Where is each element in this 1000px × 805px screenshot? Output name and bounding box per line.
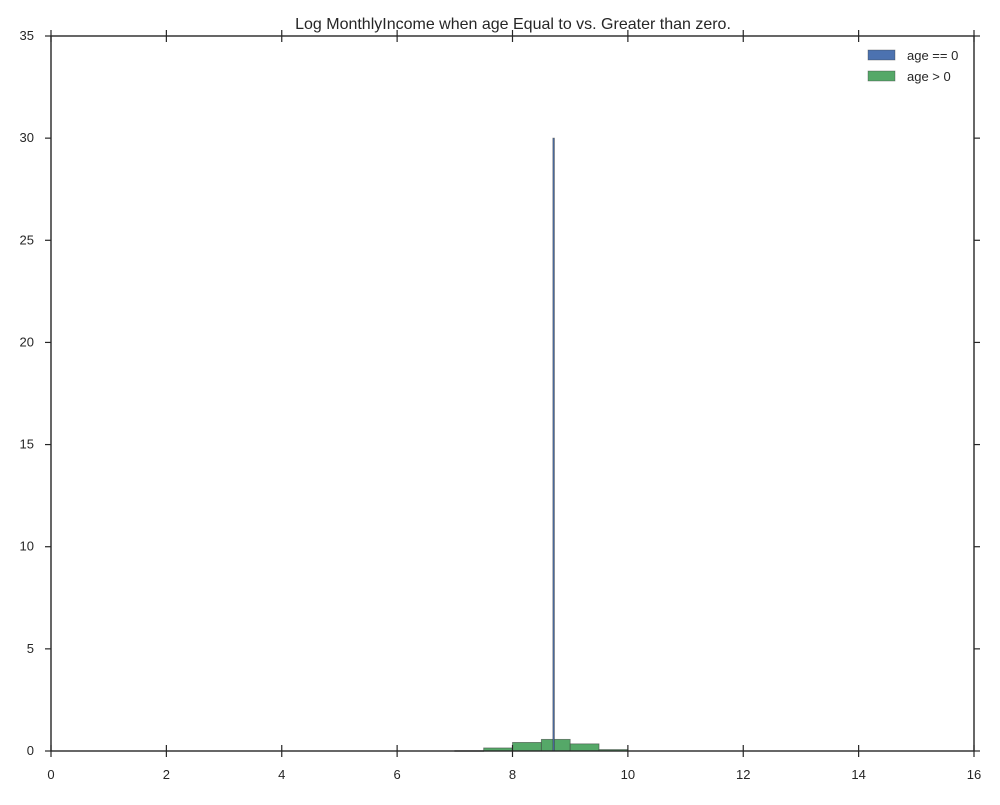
- y-tick-label-3: 15: [20, 437, 34, 452]
- bar-age-0-2: [512, 742, 542, 752]
- y-tick-label-2: 10: [20, 539, 34, 554]
- x-tick-label-1: 2: [163, 767, 170, 782]
- y-tick-label-6: 30: [20, 130, 34, 145]
- y-tick-label-0: 0: [27, 743, 34, 758]
- bar-age-0-0: [552, 137, 555, 752]
- x-tick-label-7: 14: [851, 767, 865, 782]
- x-tick-label-0: 0: [47, 767, 54, 782]
- ticks-group: 0 2 4 6 8 10 12 14 16 0 5 10 15 20 25 30 35: [20, 28, 982, 782]
- legend: age == 0 age > 0: [867, 48, 958, 84]
- legend-label-0: age == 0: [907, 48, 958, 63]
- plot-frame: [50, 35, 975, 752]
- bar-age-0-4: [569, 743, 600, 752]
- x-tick-label-8: 16: [967, 767, 981, 782]
- x-tick-label-2: 4: [278, 767, 285, 782]
- x-tick-label-3: 6: [394, 767, 401, 782]
- y-tick-label-4: 20: [20, 334, 34, 349]
- bar-age-0-3: [540, 738, 571, 752]
- y-tick-label-5: 25: [20, 232, 34, 247]
- legend-label-1: age > 0: [907, 69, 951, 84]
- x-tick-label-4: 8: [509, 767, 516, 782]
- legend-swatch-1: [867, 70, 896, 82]
- bars-group: [454, 137, 629, 752]
- y-tick-label-7: 35: [20, 28, 34, 43]
- chart-title: Log MonthlyIncome when age Equal to vs. …: [295, 16, 731, 33]
- legend-swatch-0: [867, 49, 896, 61]
- y-tick-label-1: 5: [27, 641, 34, 656]
- x-tick-label-5: 10: [621, 767, 635, 782]
- x-tick-label-6: 12: [736, 767, 750, 782]
